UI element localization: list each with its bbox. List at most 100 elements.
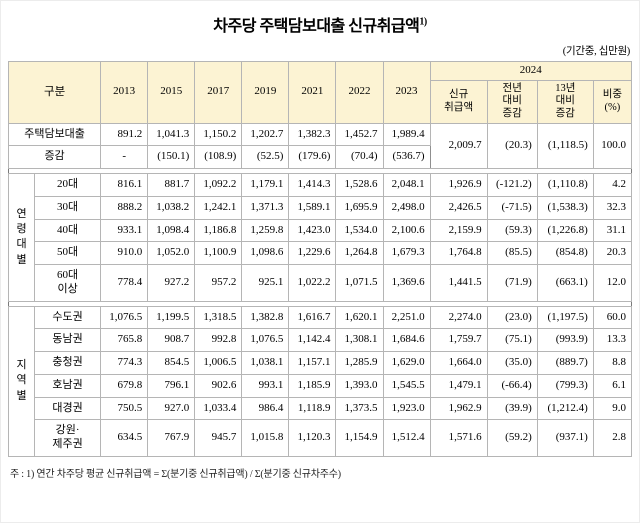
group-label: 연 령 대 별 [7, 173, 36, 302]
value-2024-cell: 1,764.8 [429, 241, 488, 266]
value-2024-cell: 32.3 [592, 195, 633, 220]
value-2024-cell: (1,197.5) [536, 305, 594, 330]
value-2024-cell: 8.8 [592, 351, 633, 375]
footnote: 주 : 1) 연간 차주당 평균 신규취급액 = Σ(분기중 신규취급액) / … [10, 468, 341, 480]
value-2024-cell: (20.3) [486, 122, 538, 170]
row-label: 30대 [34, 195, 102, 220]
value-cell: 927.2 [147, 264, 196, 302]
value-2024-cell: (59.3) [486, 218, 538, 243]
value-cell: 992.8 [194, 328, 243, 353]
corner-header: 구분 [7, 61, 102, 124]
value-cell: 1,545.5 [382, 373, 431, 398]
row-label: 호남권 [34, 373, 102, 398]
value-cell: 1,684.6 [382, 328, 431, 353]
value-cell: 1,150.2 [194, 122, 243, 147]
value-cell: 1,382.8 [241, 305, 290, 330]
value-cell: 750.5 [100, 396, 149, 421]
value-cell: (150.1) [147, 145, 196, 170]
value-cell: 1,452.7 [335, 122, 384, 147]
value-cell: 1,616.7 [288, 305, 337, 330]
value-cell: 854.5 [147, 351, 196, 375]
value-cell: 679.8 [100, 373, 149, 398]
value-cell: 1,382.3 [288, 122, 337, 147]
value-cell: 1,512.4 [382, 419, 431, 457]
value-cell: 1,100.9 [194, 241, 243, 266]
value-cell: 2,498.0 [382, 195, 431, 220]
section-divider [8, 300, 632, 307]
value-cell: (70.4) [335, 145, 384, 170]
year-header-2023: 2023 [382, 61, 431, 124]
value-2024-cell: 2,274.0 [429, 305, 488, 330]
value-cell: 1,989.4 [382, 122, 431, 147]
value-cell: 910.0 [100, 241, 149, 266]
value-cell: 816.1 [100, 173, 149, 197]
value-cell: 1,038.2 [147, 195, 196, 220]
value-cell: 1,071.5 [335, 264, 384, 302]
row-label: 주택담보대출 [7, 122, 102, 147]
value-2024-cell: (59.2) [486, 419, 538, 457]
value-cell: 1,076.5 [241, 328, 290, 353]
value-cell: - [100, 145, 149, 170]
value-cell: 933.1 [100, 218, 149, 243]
subcol-header-share: 비중 (%) [592, 79, 633, 124]
value-2024-cell: 1,962.9 [429, 396, 488, 421]
value-2024-cell: 1,664.0 [429, 351, 488, 375]
value-2024-cell: (-71.5) [486, 195, 538, 220]
value-cell: 1,052.0 [147, 241, 196, 266]
value-cell: (536.7) [382, 145, 431, 170]
table-row: 대경권 750.5 927.0 1,033.4 986.4 1,118.9 1,373.5 1… [9, 396, 633, 421]
value-cell: 1,695.9 [335, 195, 384, 220]
row-label: 증감 [7, 145, 102, 170]
value-cell: 1,076.5 [100, 305, 149, 330]
value-cell: 1,534.0 [335, 218, 384, 243]
table-row: 60대 이상 778.4 927.2 957.2 925.1 1,022.2 1,071.5… [9, 264, 633, 302]
value-cell: 778.4 [100, 264, 149, 302]
value-cell: 993.1 [241, 373, 290, 398]
section-divider-cell [8, 300, 632, 307]
value-cell: 1,259.8 [241, 218, 290, 243]
value-cell: 1,369.6 [382, 264, 431, 302]
year-header-2015: 2015 [147, 61, 196, 124]
value-cell: 881.7 [147, 173, 196, 197]
value-2024-cell: 6.1 [592, 373, 633, 398]
value-cell: (108.9) [194, 145, 243, 170]
value-cell: 1,423.0 [288, 218, 337, 243]
value-cell: 1,118.9 [288, 396, 337, 421]
value-2024-cell: 1,571.6 [429, 419, 488, 457]
row-label: 40대 [34, 218, 102, 243]
value-2024-cell: 20.3 [592, 241, 633, 266]
value-cell: 1,022.2 [288, 264, 337, 302]
value-cell: 1,154.9 [335, 419, 384, 457]
title-footnote-marker: 1) [419, 16, 427, 28]
value-cell: 1,142.4 [288, 328, 337, 353]
value-2024-cell: (85.5) [486, 241, 538, 266]
value-cell: 945.7 [194, 419, 243, 457]
value-2024-cell: (1,110.8) [536, 173, 594, 197]
value-2024-cell: (799.3) [536, 373, 594, 398]
value-cell: 1,589.1 [288, 195, 337, 220]
value-cell: 1,092.2 [194, 173, 243, 197]
value-2024-cell: (889.7) [536, 351, 594, 375]
value-2024-cell: 2,426.5 [429, 195, 488, 220]
value-cell: 925.1 [241, 264, 290, 302]
row-label: 강원· 제주권 [34, 419, 102, 457]
value-cell: 1,629.0 [382, 351, 431, 375]
group-label: 지 역 별 [7, 305, 36, 457]
table-row: 증감 - (150.1) (108.9) (52.5) (179.6) (70.4) (536… [7, 145, 632, 170]
row-label: 60대 이상 [34, 264, 102, 302]
value-2024-cell: (937.1) [536, 419, 594, 457]
value-cell: 1,033.4 [194, 396, 243, 421]
value-cell: 1,242.1 [194, 195, 243, 220]
value-cell: 767.9 [147, 419, 196, 457]
value-2024-cell: (71.9) [486, 264, 538, 302]
section-divider-cell [8, 168, 632, 175]
value-2024-cell: 12.0 [592, 264, 633, 302]
value-cell: 902.6 [194, 373, 243, 398]
value-cell: 2,048.1 [382, 173, 431, 197]
value-cell: 888.2 [100, 195, 149, 220]
row-label: 수도권 [34, 305, 102, 330]
value-cell: 1,038.1 [241, 351, 290, 375]
value-cell: 796.1 [147, 373, 196, 398]
value-2024-cell: (-121.2) [486, 173, 538, 197]
